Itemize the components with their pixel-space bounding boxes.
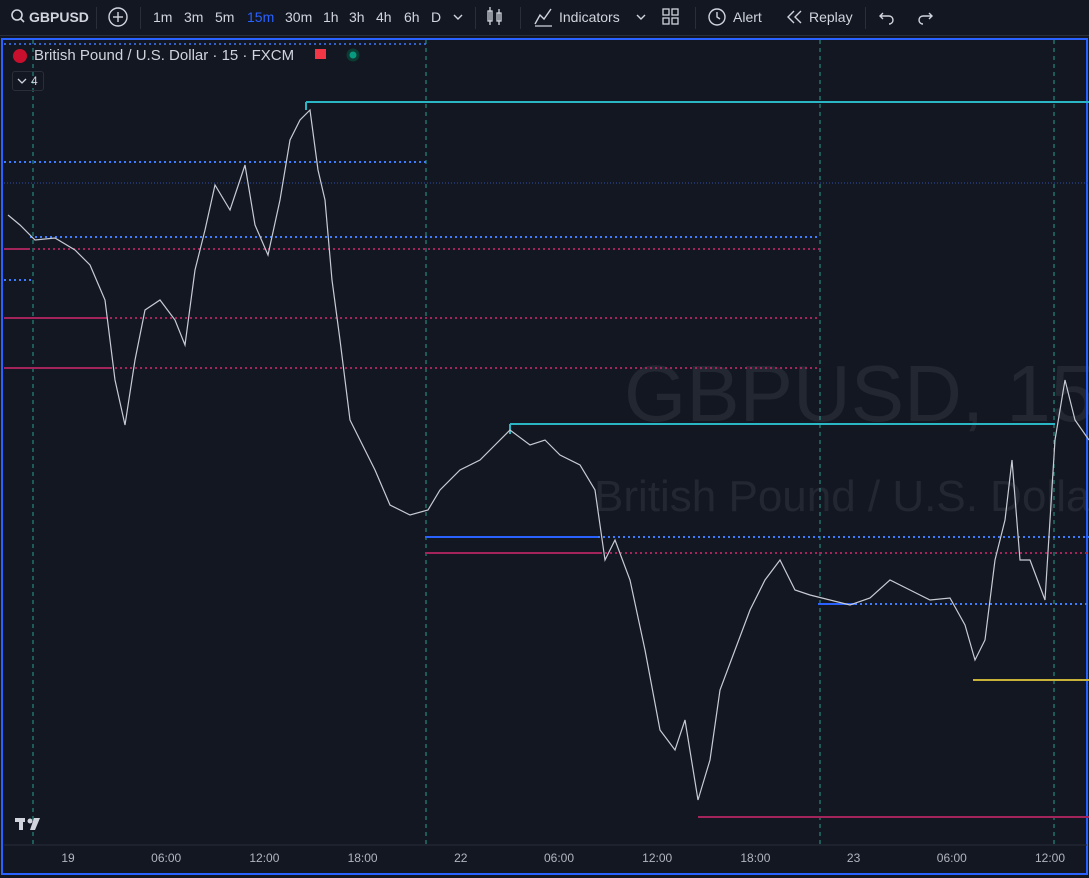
interval-button[interactable]: 3m bbox=[184, 9, 204, 25]
time-label: 18:00 bbox=[740, 851, 771, 865]
chevron bbox=[17, 78, 27, 84]
indicators-toggle[interactable]: 4 bbox=[12, 71, 44, 91]
legend-title: British Pound / U.S. Dollar · 15 · FXCM bbox=[34, 47, 295, 64]
separator bbox=[865, 7, 866, 29]
chart-frame bbox=[1, 38, 1088, 875]
toolbar: GBPUSD 1m 3m 5m 15m 30m 1h 3h 4h 6h D Indicators … bbox=[0, 0, 1089, 36]
interval-button[interactable]: 1h bbox=[323, 9, 339, 25]
replay-button[interactable]: Replay bbox=[809, 9, 853, 25]
indicators-dropdown[interactable] bbox=[633, 0, 649, 35]
undo-button[interactable] bbox=[877, 0, 897, 35]
search-icon[interactable] bbox=[8, 0, 28, 35]
replay-icon[interactable] bbox=[785, 0, 805, 35]
time-label: 18:00 bbox=[347, 851, 378, 865]
time-label: 06:00 bbox=[151, 851, 182, 865]
alert-button[interactable]: Alert bbox=[733, 9, 762, 25]
time-label: 12:00 bbox=[1034, 851, 1066, 865]
interval-button[interactable]: 15m bbox=[247, 9, 275, 25]
interval-button[interactable]: 3h bbox=[349, 9, 365, 25]
indicator-count: 4 bbox=[31, 74, 38, 88]
separator bbox=[695, 7, 696, 29]
separator bbox=[520, 7, 521, 29]
symbol[interactable]: GBPUSD bbox=[29, 9, 89, 25]
session-lines bbox=[32, 40, 1055, 845]
chart-type-button[interactable] bbox=[484, 0, 506, 35]
separator bbox=[96, 7, 97, 29]
time-label: 23 bbox=[846, 851, 861, 865]
alert-icon[interactable] bbox=[705, 0, 729, 35]
time-label: 12:00 bbox=[249, 851, 280, 865]
separator bbox=[140, 7, 141, 29]
time-label: 06:00 bbox=[543, 851, 575, 865]
interval-button[interactable]: 30m bbox=[285, 9, 313, 25]
separator bbox=[475, 7, 476, 29]
time-label: 06:00 bbox=[936, 851, 967, 865]
time-label: 19 bbox=[61, 851, 75, 865]
interval-button[interactable]: 5m bbox=[215, 9, 235, 25]
price-line bbox=[7, 108, 1089, 801]
interval-dropdown[interactable] bbox=[450, 0, 466, 35]
symbol-flag bbox=[13, 49, 27, 63]
layout-button[interactable] bbox=[660, 0, 682, 35]
tv-logo bbox=[15, 818, 40, 830]
redo-button[interactable] bbox=[915, 0, 935, 35]
indicators-button[interactable]: Indicators bbox=[559, 9, 620, 25]
indicators-icon[interactable] bbox=[532, 0, 554, 35]
live-indicator bbox=[346, 48, 360, 62]
interval-button[interactable]: 1m bbox=[153, 9, 173, 25]
compare-button[interactable] bbox=[106, 0, 130, 35]
time-label: 22 bbox=[454, 851, 468, 865]
watermark-description: British Pound / U.S. Dollar bbox=[594, 472, 1089, 521]
market-status bbox=[315, 49, 326, 59]
interval-button[interactable]: 6h bbox=[404, 9, 420, 25]
time-label: 12:00 bbox=[642, 851, 673, 865]
interval-button[interactable]: 4h bbox=[376, 9, 392, 25]
interval-button[interactable]: D bbox=[431, 9, 442, 25]
price-chart bbox=[1, 38, 1089, 875]
